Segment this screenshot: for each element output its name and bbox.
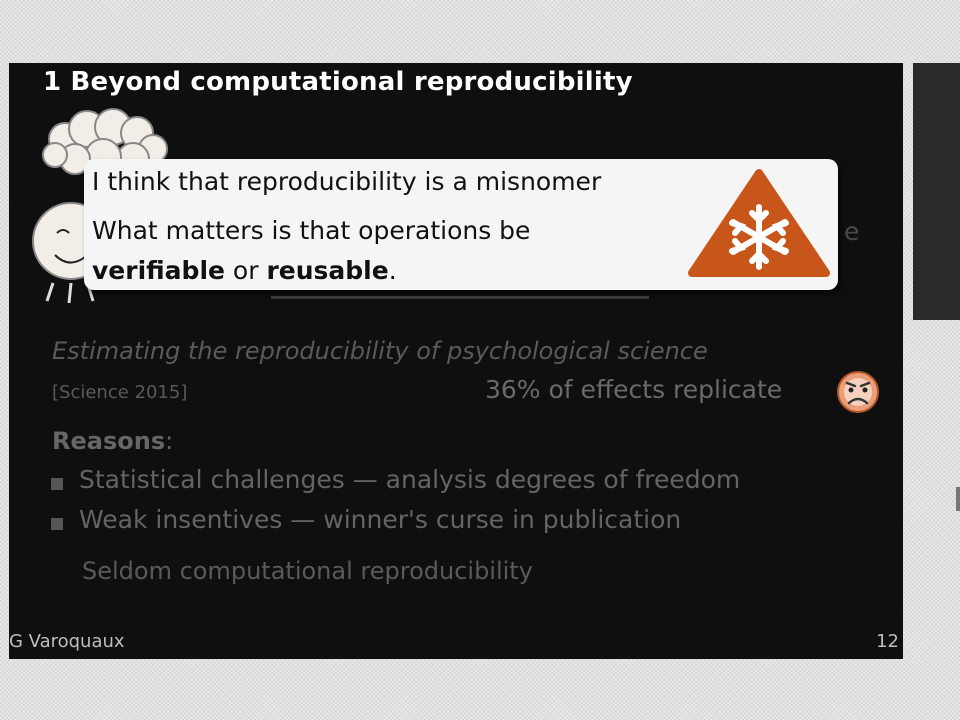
word-or: or [224,256,267,285]
reasons-heading-label: Reasons [52,427,166,455]
footer-author: G Varoquaux [9,631,125,652]
keyword-reusable: reusable [266,256,389,285]
callout-line-1: I think that reproducibility is a misnom… [92,167,602,196]
replication-statistic: 36% of effects replicate [485,375,783,404]
reasons-colon: : [165,427,174,455]
reasons-heading: Reasons: [52,427,173,455]
conclusion-text: Seldom computational reproducibility [82,557,533,585]
slide-title: 1 Beyond computational reproducibility [43,67,633,97]
snowflake-warning-icon [688,169,830,277]
divider [271,296,649,299]
reasons-list: Statistical challenges — analysis degree… [49,465,740,545]
citation: [Science 2015] [52,382,188,403]
callout-period: . [388,256,397,285]
list-item: Weak insentives — winner's curse in publ… [49,505,740,545]
quote-callout: I think that reproducibility is a misnom… [84,159,838,290]
page-number: 12 [876,631,899,652]
paper-title: Estimating the reproducibility of psycho… [52,337,708,365]
adjacent-slide-fragment [956,487,960,511]
callout-line-2: What matters is that operations be verif… [92,211,530,291]
adjacent-slide-preview [913,63,960,320]
sad-face-icon [837,371,879,413]
slide: 1 Beyond computational reproducibility e… [9,63,903,659]
obscured-text-fragment: e [844,217,860,246]
callout-line-2-prefix: What matters is that operations be [92,216,531,245]
keyword-verifiable: verifiable [92,256,225,285]
list-item: Statistical challenges — analysis degree… [49,465,740,505]
